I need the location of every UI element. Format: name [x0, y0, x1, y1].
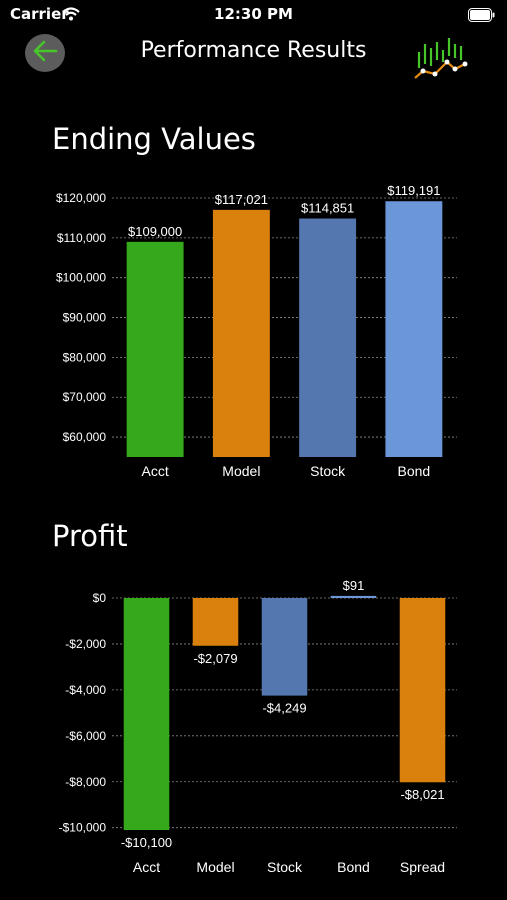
x-tick-label: Model — [222, 463, 260, 479]
bar-stock — [299, 218, 357, 457]
y-tick-label: $120,000 — [56, 191, 106, 205]
y-tick-label: $60,000 — [63, 430, 107, 444]
y-tick-label: -$4,000 — [65, 683, 106, 697]
profit-title: Profit — [52, 519, 128, 553]
x-tick-label: Spread — [400, 859, 445, 875]
bar-spread — [399, 598, 446, 783]
y-tick-label: $100,000 — [56, 271, 106, 285]
x-tick-label: Stock — [310, 463, 346, 479]
bar-stock — [261, 598, 308, 696]
y-tick-label: -$6,000 — [65, 729, 106, 743]
bar-bond — [330, 595, 377, 598]
y-tick-label: $70,000 — [63, 390, 107, 404]
data-label: $109,000 — [128, 224, 182, 239]
bar-bond — [385, 201, 443, 457]
page-title: Performance Results — [140, 38, 367, 63]
chart-logo-icon — [413, 34, 469, 84]
y-tick-label: $90,000 — [63, 311, 107, 325]
x-tick-label: Acct — [142, 463, 169, 479]
back-button[interactable] — [25, 34, 65, 72]
x-tick-label: Acct — [133, 859, 160, 875]
data-label: -$4,249 — [262, 701, 306, 716]
x-tick-label: Bond — [337, 859, 370, 875]
x-tick-label: Model — [196, 859, 234, 875]
data-label: -$10,100 — [121, 835, 172, 850]
data-label: $117,021 — [215, 192, 268, 207]
carrier-label: Carrier — [10, 5, 69, 23]
data-label: -$2,079 — [193, 651, 237, 666]
x-tick-label: Bond — [398, 463, 431, 479]
ending-values-chart: $60,000 $70,000 $80,000 $90,000 $100,000 $110… — [56, 183, 457, 479]
bar-acct — [123, 598, 170, 830]
x-tick-label: Stock — [267, 859, 303, 875]
status-bar: Carrier 12:30 PM — [0, 0, 507, 30]
data-label: $91 — [343, 578, 365, 593]
bar-model — [212, 209, 270, 457]
y-tick-label: -$10,000 — [59, 821, 107, 835]
battery-icon — [468, 7, 495, 26]
data-label: $114,851 — [301, 201, 354, 216]
y-tick-label: -$8,000 — [65, 775, 106, 789]
profit-chart: $0 -$2,000 -$4,000 -$6,000 -$8,000 -$10,000 -$… — [59, 578, 457, 875]
nav-bar: Performance Results — [0, 30, 507, 80]
arrow-left-icon — [31, 39, 59, 67]
data-label: -$8,021 — [400, 787, 444, 802]
status-clock: 12:30 PM — [214, 5, 293, 23]
wifi-icon — [62, 6, 80, 25]
data-label: $119,191 — [387, 183, 440, 198]
y-tick-label: $110,000 — [57, 231, 106, 245]
ending-values-title: Ending Values — [52, 122, 256, 156]
bar-model — [192, 598, 239, 646]
y-tick-label: -$2,000 — [65, 637, 106, 651]
bar-acct — [126, 241, 184, 457]
y-tick-label: $80,000 — [63, 350, 107, 364]
y-tick-label: $0 — [93, 591, 107, 605]
